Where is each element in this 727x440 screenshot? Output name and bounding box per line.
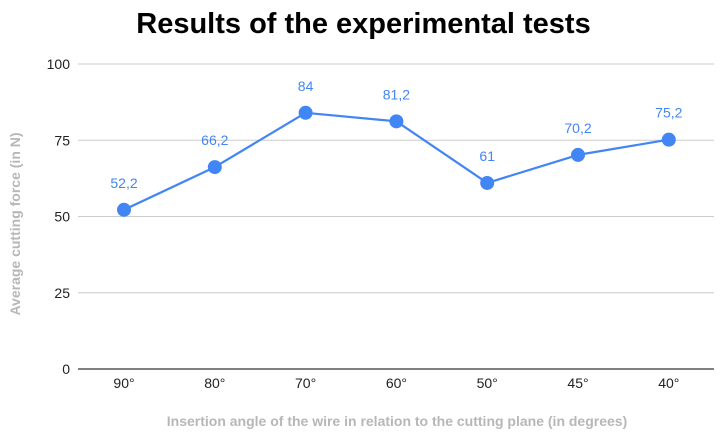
data-label: 70,2	[564, 120, 591, 136]
y-tick-label: 75	[54, 132, 70, 148]
y-tick-label: 50	[54, 209, 70, 225]
x-axis-title: Insertion angle of the wire in relation …	[167, 413, 628, 429]
chart-title: Results of the experimental tests	[136, 8, 591, 40]
data-point	[389, 114, 404, 129]
x-tick-label: 45°	[567, 375, 588, 391]
y-tick-label: 25	[54, 285, 70, 301]
y-axis-title: Average cutting force (in N)	[7, 132, 23, 315]
data-point	[298, 105, 313, 120]
data-label: 81,2	[383, 86, 410, 102]
data-label: 75,2	[655, 105, 682, 121]
x-tick-label: 50°	[477, 375, 498, 391]
x-tick-label: 90°	[113, 375, 134, 391]
x-tick-label: 40°	[658, 375, 679, 391]
data-point	[571, 147, 585, 162]
y-tick-label: 0	[62, 361, 70, 377]
data-label: 84	[298, 78, 314, 94]
y-tick-label: 100	[47, 56, 71, 72]
x-tick-label: 70°	[295, 375, 316, 391]
data-label: 66,2	[201, 132, 228, 148]
data-label: 52,2	[110, 175, 137, 191]
data-point	[480, 175, 495, 190]
data-label: 61	[479, 148, 495, 164]
x-tick-label: 80°	[204, 375, 225, 391]
series-layer	[117, 105, 676, 217]
data-labels: 52,2 66,2 84 81,2 61 70,2 75,2	[110, 78, 682, 191]
x-axis-ticks: 90° 80° 70° 60° 50° 45° 40°	[113, 375, 679, 391]
y-axis-ticks: 0 25 50 75 100	[47, 56, 71, 377]
x-tick-label: 60°	[386, 375, 407, 391]
data-point	[661, 132, 676, 147]
data-point	[117, 202, 131, 217]
data-point	[207, 160, 222, 175]
gridlines	[78, 63, 714, 370]
